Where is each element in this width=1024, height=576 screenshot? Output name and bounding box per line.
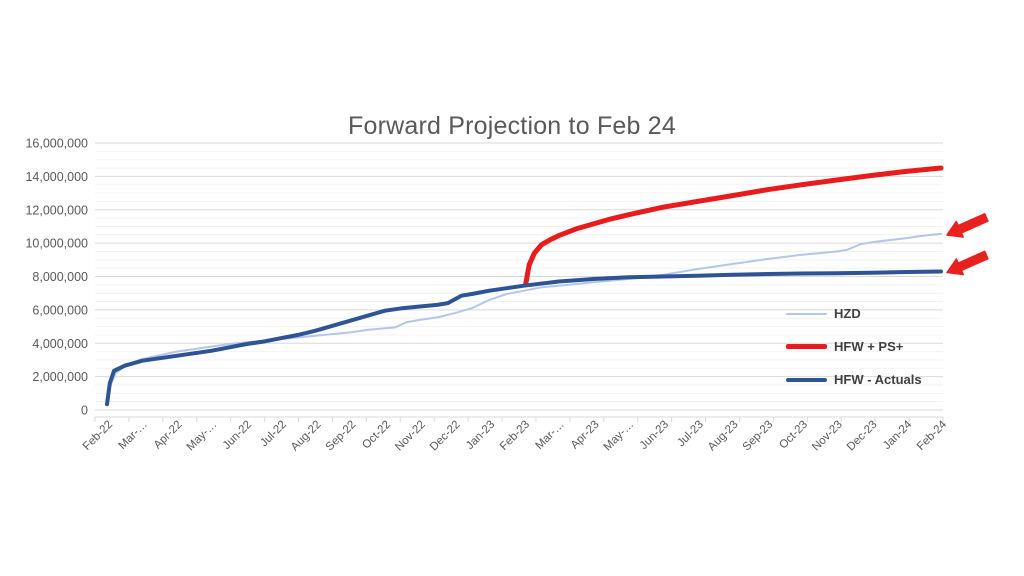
x-axis-tick-label: Oct-23 xyxy=(777,419,810,452)
y-axis-tick-label: 8,000,000 xyxy=(32,270,88,284)
x-axis-tick-label: Jul-23 xyxy=(675,419,706,450)
legend-item-hfw-ps: HFW + PS+ xyxy=(786,330,922,363)
x-axis-tick-label: Jun-22 xyxy=(221,419,254,452)
x-axis-tick-label: Jul-22 xyxy=(258,419,289,450)
series-line-hzd xyxy=(106,232,942,406)
x-axis-tick-label: Aug-22 xyxy=(289,419,324,454)
x-axis-tick-label: May-… xyxy=(185,419,220,454)
x-axis-tick-label: Feb-24 xyxy=(915,418,950,453)
y-axis-tick-label: 16,000,000 xyxy=(25,137,88,151)
y-axis-tick-label: 2,000,000 xyxy=(32,370,88,384)
x-axis-tick-label: Dec-23 xyxy=(845,419,880,454)
y-axis-tick-label: 6,000,000 xyxy=(32,303,88,317)
x-axis-tick-label: Oct-22 xyxy=(360,419,393,452)
x-axis-tick-label: Mar-… xyxy=(534,419,567,452)
arrow-to-hfw-actuals-end xyxy=(946,250,989,276)
x-axis-tick-label: Mar-… xyxy=(117,419,150,452)
x-axis-tick-label: Sep-22 xyxy=(324,419,359,454)
x-axis-tick-label: Feb-22 xyxy=(81,419,115,453)
x-axis-tick-label: Jun-23 xyxy=(638,419,671,452)
x-axis-tick-label: Apr-23 xyxy=(569,419,602,452)
legend-line-swatch-hfw-ps xyxy=(786,344,827,349)
y-axis-tick-label: 0 xyxy=(81,404,88,418)
x-axis-tick-label: Nov-23 xyxy=(810,419,845,454)
legend-label-hzd: HZD xyxy=(834,306,861,321)
legend-item-hzd: HZD xyxy=(786,297,922,330)
y-axis-tick-label: 14,000,000 xyxy=(25,170,88,184)
x-axis-tick-label: Dec-22 xyxy=(428,419,463,454)
y-axis-tick-label: 10,000,000 xyxy=(25,237,88,251)
chart-legend: HZD HFW + PS+ HFW - Actuals xyxy=(786,297,922,396)
x-axis-tick-label: Aug-23 xyxy=(706,419,741,454)
arrow-to-hzd-end xyxy=(946,213,989,238)
legend-label-hfw-ps: HFW + PS+ xyxy=(834,339,904,354)
legend-item-hfw-actuals: HFW - Actuals xyxy=(786,363,922,396)
legend-line-swatch-hfw-actuals xyxy=(786,377,827,382)
x-axis-tick-label: Nov-22 xyxy=(393,419,428,454)
series-line-hfw-ps xyxy=(523,165,944,287)
x-axis-tick-label: Sep-23 xyxy=(741,419,776,454)
y-axis-tick-label: 12,000,000 xyxy=(25,203,88,217)
x-axis-tick-label: Apr-22 xyxy=(152,419,185,452)
chart-title: Forward Projection to Feb 24 xyxy=(348,112,676,140)
x-axis-tick-label: Feb-23 xyxy=(498,419,532,453)
y-axis-tick-label: 4,000,000 xyxy=(32,337,88,351)
x-axis-tick-label: Jan-23 xyxy=(464,419,497,452)
x-axis-tick-label: Jan-24 xyxy=(881,418,915,452)
legend-label-hfw-actuals: HFW - Actuals xyxy=(834,372,922,387)
x-axis-tick-label: May-… xyxy=(602,419,637,454)
series-line-hfw-actuals xyxy=(105,269,943,407)
legend-line-swatch-hzd xyxy=(786,312,827,315)
